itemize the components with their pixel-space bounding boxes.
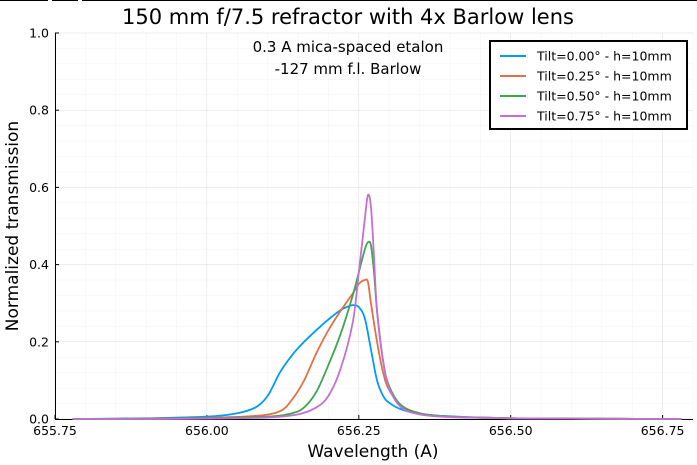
y-tick-label: 1.0 [29, 26, 49, 41]
annotation-line-2: -127 mm f.l. Barlow [275, 60, 422, 78]
legend-label-1: Tilt=0.00° - h=10mm [536, 49, 672, 64]
legend-label-2: Tilt=0.25° - h=10mm [536, 69, 672, 84]
y-tick-label: 0.0 [29, 412, 49, 427]
y-tick-label: 0.6 [29, 180, 49, 195]
x-tick-label: 656.00 [185, 423, 229, 438]
legend: Tilt=0.00° - h=10mm Tilt=0.25° - h=10mm Ti… [489, 40, 688, 130]
series-lines [72, 193, 682, 420]
grid-lines [54, 32, 694, 420]
chart-title: 150 mm f/7.5 refractor with 4x Barlow le… [122, 5, 574, 29]
x-tick-label: 655.75 [33, 423, 77, 438]
y-ticks: 0.0 0.2 0.4 0.6 0.8 1.0 [29, 26, 59, 427]
y-tick-label: 0.4 [29, 257, 49, 272]
series-line-4 [72, 193, 682, 420]
y-axis-label: Normalized transmission [3, 121, 23, 331]
x-axis-label: Wavelength (A) [307, 442, 438, 462]
y-tick-label: 0.8 [29, 103, 49, 118]
x-tick-label: 656.50 [489, 423, 533, 438]
x-tick-label: 656.25 [337, 423, 381, 438]
legend-label-4: Tilt=0.75° - h=10mm [536, 109, 672, 124]
legend-label-3: Tilt=0.50° - h=10mm [536, 89, 672, 104]
y-tick-label: 0.2 [29, 334, 49, 349]
x-tick-label: 656.75 [641, 423, 685, 438]
x-ticks: 655.75 656.00 656.25 656.50 656.75 [33, 415, 684, 438]
annotation-line-1: 0.3 A mica-spaced etalon [253, 38, 444, 56]
